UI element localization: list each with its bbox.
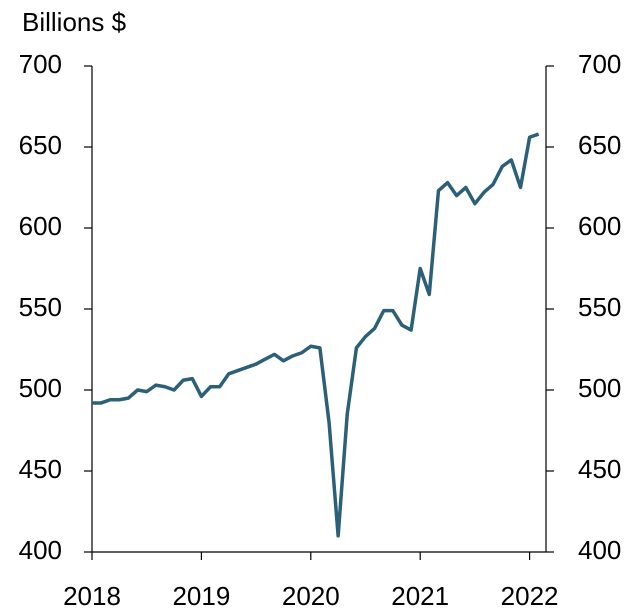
y2-tick-label: 600 <box>578 211 621 241</box>
x-tick-label: 2019 <box>172 581 230 611</box>
y-tick-label: 450 <box>19 454 62 484</box>
y2-tick-label: 500 <box>578 373 621 403</box>
x-tick-label: 2018 <box>63 581 121 611</box>
x-tick-label: 2021 <box>391 581 449 611</box>
y2-tick-label: 550 <box>578 292 621 322</box>
y2-tick-label: 700 <box>578 49 621 79</box>
y-tick-label: 650 <box>19 130 62 160</box>
y-axis-label: Billions $ <box>22 7 127 37</box>
y-tick-label: 700 <box>19 49 62 79</box>
y-tick-label: 550 <box>19 292 62 322</box>
y-tick-label: 400 <box>19 535 62 565</box>
y-tick-label: 600 <box>19 211 62 241</box>
data-line <box>92 132 540 538</box>
y-tick-label: 500 <box>19 373 62 403</box>
x-tick-label: 2020 <box>282 581 340 611</box>
y2-tick-label: 400 <box>578 535 621 565</box>
y2-tick-label: 450 <box>578 454 621 484</box>
y2-tick-label: 650 <box>578 130 621 160</box>
x-tick-label: 2022 <box>501 581 559 611</box>
